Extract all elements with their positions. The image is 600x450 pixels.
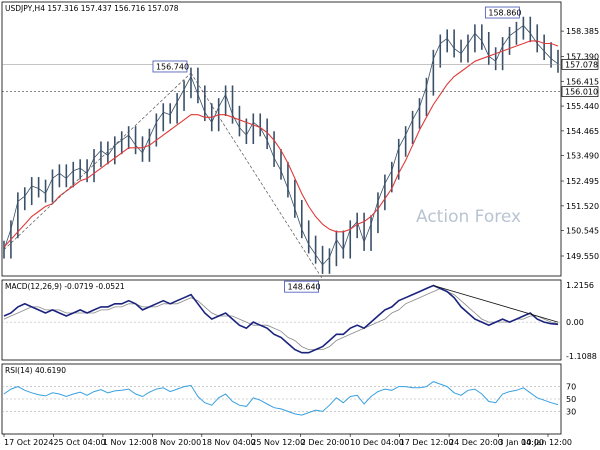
x-tick-label: 3 Jan 04:00 <box>499 438 545 447</box>
swing-label-value: 158.860 <box>488 9 521 18</box>
x-tick-label: 10 Jan 12:00 <box>521 438 572 447</box>
price-panel-frame <box>1 1 562 277</box>
price-close-line <box>3 25 559 266</box>
x-tick-label: 25 Oct 04:00 <box>53 438 105 447</box>
price-chart-title: USDJPY,H4 157.316 157.437 156.716 157.07… <box>5 4 179 13</box>
x-tick-label: 2 Dec 20:00 <box>301 438 350 447</box>
rsi-tick-label: 50 <box>566 395 576 404</box>
price-tick-label: 150.545 <box>566 227 599 236</box>
x-tick-label: 17 Oct 2024 <box>4 438 53 447</box>
rsi-panel-frame <box>1 363 562 435</box>
x-tick-label: 25 Nov 12:00 <box>251 438 305 447</box>
rsi-tick-label: 30 <box>566 407 576 416</box>
macd-panel-frame <box>1 279 562 361</box>
price-tick-label: 154.465 <box>566 127 599 136</box>
swing-label-value: 148.640 <box>288 283 321 292</box>
macd-signal-line <box>3 288 559 350</box>
x-tick-label: 8 Nov 20:00 <box>152 438 201 447</box>
x-tick-label: 24 Dec 20:00 <box>449 438 503 447</box>
swing-trend-line <box>190 72 323 280</box>
price-tick-label: 158.385 <box>566 27 599 36</box>
price-tick-label: 151.520 <box>566 202 599 211</box>
macd-tick-label: 1.2156 <box>566 281 594 290</box>
watermark: Action Forex <box>416 207 521 227</box>
x-tick-label: 18 Nov 04:00 <box>202 438 256 447</box>
price-tick-label: 152.495 <box>566 177 599 186</box>
macd-divergence-line <box>433 285 559 323</box>
x-tick-label: 1 Nov 12:00 <box>103 438 152 447</box>
swing-label-box <box>152 60 188 73</box>
x-tick-label: 10 Dec 04:00 <box>350 438 404 447</box>
axis-price-box <box>561 59 599 70</box>
rsi-tick-label: 70 <box>566 383 576 392</box>
rsi-chart-title: RSI(14) 40.6190 <box>5 366 66 375</box>
macd-line <box>3 284 559 354</box>
price-tick-label: 157.390 <box>566 52 599 61</box>
swing-trend-line <box>3 72 192 250</box>
axis-price-value: 156.010 <box>565 88 598 97</box>
swing-label-box <box>284 280 319 293</box>
price-tick-label: 156.415 <box>566 77 599 86</box>
rsi-line <box>3 381 559 416</box>
axis-price-box <box>561 86 599 97</box>
macd-tick-label: -1.1088 <box>566 352 597 361</box>
macd-tick-label: 0.00 <box>566 318 584 327</box>
macd-chart-title: MACD(12,26,9) -0.0719 -0.0521 <box>5 282 125 291</box>
swing-label-box <box>484 6 520 19</box>
swing-label-value: 156.740 <box>156 62 189 71</box>
price-tick-label: 155.440 <box>566 102 599 111</box>
price-tick-label: 149.550 <box>566 252 599 261</box>
x-tick-label: 17 Dec 12:00 <box>400 438 454 447</box>
axis-price-value: 157.078 <box>565 60 598 69</box>
moving-average-line <box>3 40 559 248</box>
price-tick-label: 153.490 <box>566 152 599 161</box>
